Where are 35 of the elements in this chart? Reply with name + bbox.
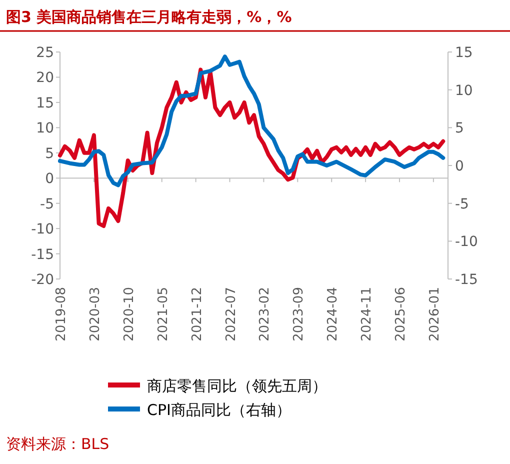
y2-tick-label: -10	[455, 234, 478, 250]
y-tick-label: 15	[36, 95, 54, 112]
line-series	[58, 68, 446, 228]
y-tick-label: -15	[31, 246, 54, 263]
x-tick-label: 2025-06	[394, 287, 408, 342]
y-tick-label: 25	[36, 45, 54, 61]
x-tick-label: 2020-03	[88, 287, 103, 342]
y2-tick-label: 15	[455, 45, 473, 61]
x-tick-label: 2019-08	[54, 287, 69, 342]
y2-tick-label: 0	[455, 158, 464, 174]
x-tick-label: 2022-07	[224, 287, 239, 342]
x-tick-label: 2021-05	[156, 287, 171, 342]
y-tick-label: 0	[45, 171, 54, 188]
y2-tick-label: -5	[455, 196, 469, 212]
y-tick-label: -10	[31, 222, 54, 238]
title: 图3 美国商品销售在三月略有走弱，%，%	[6, 8, 292, 26]
line-series	[58, 54, 446, 188]
x-tick-label: 2020-10	[122, 287, 137, 342]
y-tick-label: -20	[31, 272, 54, 288]
text: 资料来源：BLS	[6, 435, 110, 453]
x-tick-label: 2024-11	[360, 287, 375, 342]
y2-tick-label: 10	[455, 82, 473, 99]
x-tick-label: 2023-09	[292, 287, 307, 342]
legend-label: CPI商品同比（右轴）	[147, 401, 291, 419]
y-tick-label: -5	[40, 196, 54, 212]
y-tick-label: 5	[45, 146, 54, 162]
x-tick-label: 2026-01	[427, 287, 442, 342]
y-tick-label: 10	[36, 120, 54, 137]
y-tick-label: 20	[36, 70, 54, 86]
y2-tick-label: -15	[455, 272, 478, 288]
x-tick-label: 2021-12	[190, 287, 205, 342]
y2-tick-label: 5	[455, 120, 464, 137]
x-tick-label: 2023-02	[258, 287, 273, 342]
legend-label: 商店零售同比（领先五周）	[147, 377, 327, 395]
x-tick-label: 2024-04	[326, 287, 341, 342]
